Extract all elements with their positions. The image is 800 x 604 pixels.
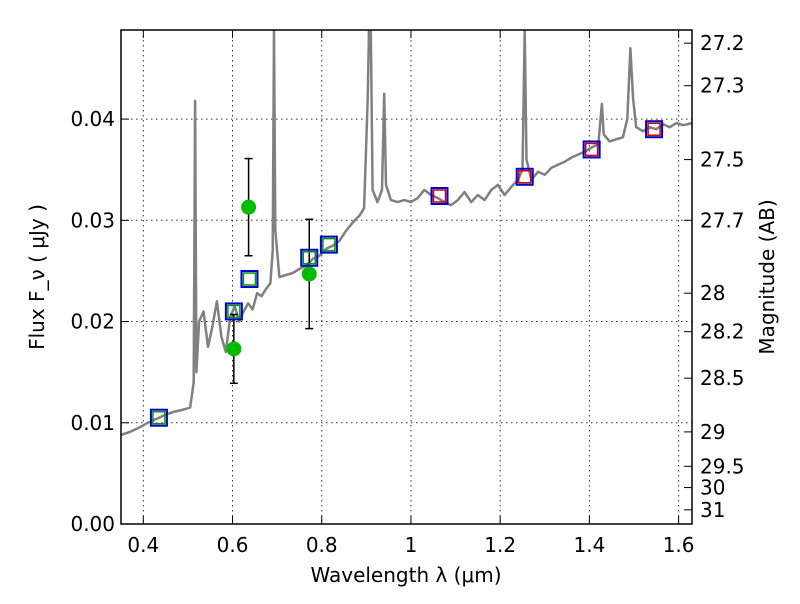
tick-layer: 0.4 0.6 0.8 1 1.2 1.4 1.6 0.00 0.01 0.02 0.03 0.04 2… bbox=[70, 30, 745, 557]
spectrum-layer bbox=[121, 30, 692, 437]
model-photometry-inner-square bbox=[432, 189, 447, 203]
y-tick-label: 0.01 bbox=[70, 411, 115, 435]
observed-point bbox=[301, 266, 317, 282]
model-photometry-inner-square bbox=[584, 142, 599, 157]
right-tick-label: 27.3 bbox=[700, 74, 745, 98]
observed-point bbox=[241, 199, 257, 215]
model-photometry-square bbox=[319, 235, 338, 254]
plot-background bbox=[121, 30, 692, 524]
x-tick-label: 1 bbox=[405, 533, 418, 557]
x-axis-label: Wavelength λ (μm) bbox=[310, 563, 501, 587]
right-tick-label: 31 bbox=[700, 498, 725, 522]
x-tick-label: 0.4 bbox=[127, 533, 159, 557]
model-photometry-square bbox=[430, 187, 449, 206]
model-photometry-inner-square bbox=[242, 272, 257, 286]
right-tick-label: 28.2 bbox=[700, 320, 745, 344]
right-tick-label: 29.5 bbox=[700, 454, 745, 478]
model-photometry-square bbox=[240, 270, 259, 289]
right-tick-label: 27.5 bbox=[700, 148, 745, 172]
right-tick-label: 27.2 bbox=[700, 31, 745, 55]
x-tick-label: 1.4 bbox=[573, 533, 605, 557]
model-photometry-square bbox=[300, 248, 319, 267]
x-tick-label: 0.8 bbox=[306, 533, 338, 557]
model-photometry-inner-square bbox=[152, 410, 166, 425]
right-tick-label: 28.5 bbox=[700, 366, 745, 390]
y-axis-label: Flux F_ν ( μJy ) bbox=[25, 204, 49, 350]
model-photometry-square bbox=[515, 167, 534, 186]
model-photometry-square bbox=[149, 408, 168, 427]
model-photometry-inner-square bbox=[647, 122, 661, 136]
x-tick-label: 1.6 bbox=[663, 533, 695, 557]
model-photometry-square bbox=[224, 302, 243, 321]
y-tick-label: 0.00 bbox=[70, 512, 115, 536]
right-tick-label: 30 bbox=[700, 476, 725, 500]
model-photometry-square bbox=[645, 120, 664, 139]
model-photometry-inner-square bbox=[517, 170, 532, 184]
right-tick-label: 27.7 bbox=[700, 208, 745, 232]
x-tick-label: 1.2 bbox=[484, 533, 516, 557]
model-photometry-inner-square bbox=[302, 251, 317, 265]
model-spectrum-line bbox=[121, 30, 692, 437]
y-tick-label: 0.02 bbox=[70, 310, 115, 334]
right-axis-label: Magnitude (AB) bbox=[755, 199, 779, 354]
right-tick-label: 28 bbox=[700, 281, 725, 305]
marker-layer bbox=[149, 120, 664, 427]
right-tick-label: 29 bbox=[700, 420, 725, 444]
x-tick-label: 0.6 bbox=[217, 533, 249, 557]
model-photometry-square bbox=[582, 140, 601, 159]
observed-point bbox=[226, 341, 242, 357]
plot-frame bbox=[120, 29, 693, 525]
y-tick-label: 0.03 bbox=[70, 208, 115, 232]
model-photometry-inner-square bbox=[227, 304, 241, 319]
model-photometry-inner-square bbox=[322, 237, 336, 252]
y-tick-label: 0.04 bbox=[70, 107, 115, 131]
